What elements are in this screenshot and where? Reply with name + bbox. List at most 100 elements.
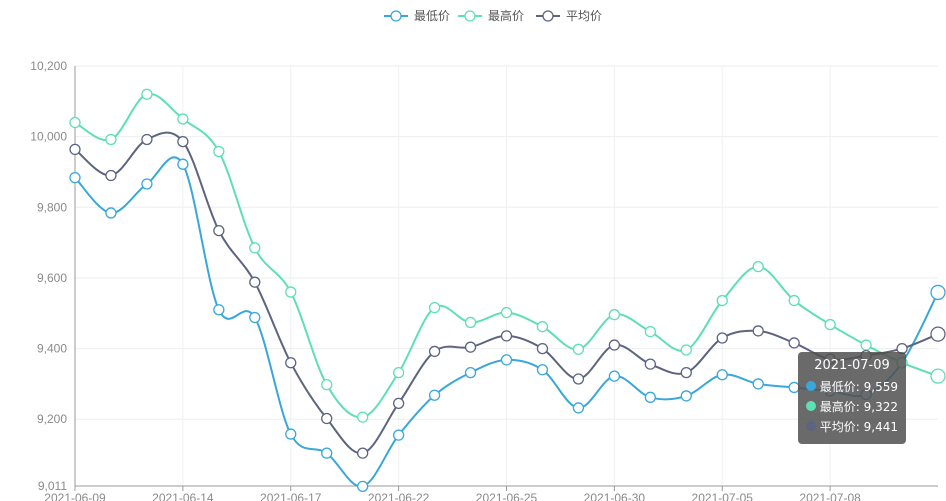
data-point[interactable] <box>930 284 946 301</box>
data-point[interactable] <box>608 339 621 351</box>
data-point[interactable] <box>500 330 513 342</box>
data-point[interactable] <box>105 133 117 146</box>
tooltip-label-low: 最低价: 9,559 <box>819 379 898 394</box>
tooltip: 2021-07-09 最低价: 9,559 最高价: 9,322 平均价: 9,… <box>798 352 906 444</box>
tooltip-row-low: 最低价: 9,559 <box>806 376 898 396</box>
data-point[interactable] <box>428 345 441 358</box>
y-axis: 9,011 9,200 9,400 9,600 9,800 10,000 10,200 <box>30 59 76 493</box>
data-point[interactable] <box>249 311 261 324</box>
data-point[interactable] <box>716 369 728 381</box>
y-tick-label: 10,000 <box>30 130 67 144</box>
data-point[interactable] <box>608 309 621 321</box>
data-point[interactable] <box>572 373 585 385</box>
data-point[interactable] <box>644 325 656 338</box>
data-point[interactable] <box>321 378 333 391</box>
x-axis: 2021-06-09 2021-06-14 2021-06-17 2021-06-22… <box>44 485 938 501</box>
data-point[interactable] <box>680 390 692 402</box>
data-point[interactable] <box>69 143 81 156</box>
data-point[interactable] <box>752 260 764 273</box>
x-tick-label: 2021-06-30 <box>584 491 646 501</box>
y-tick-label: 9,400 <box>37 342 67 356</box>
data-point[interactable] <box>285 428 297 440</box>
data-point[interactable] <box>392 429 405 441</box>
data-point[interactable] <box>788 294 800 307</box>
data-point[interactable] <box>608 370 621 382</box>
data-point[interactable] <box>213 145 225 158</box>
tooltip-row-high: 最高价: 9,322 <box>806 396 898 416</box>
x-tick-label: 2021-06-17 <box>260 491 322 501</box>
x-tick-label: 2021-06-09 <box>44 491 106 501</box>
legend: 最低价 最高价 平均价 <box>384 8 602 23</box>
data-point[interactable] <box>357 480 369 493</box>
data-point[interactable] <box>930 326 946 342</box>
tooltip-row-avg: 平均价: 9,441 <box>806 416 898 436</box>
data-point[interactable] <box>357 411 369 423</box>
data-point[interactable] <box>141 178 153 190</box>
data-point[interactable] <box>249 276 261 288</box>
data-point[interactable] <box>357 447 369 459</box>
data-point[interactable] <box>500 354 513 366</box>
data-point[interactable] <box>177 158 189 170</box>
y-tick-label: 9,600 <box>37 271 67 285</box>
y-tick-label: 10,200 <box>30 59 67 73</box>
data-point[interactable] <box>321 447 333 459</box>
data-point[interactable] <box>464 366 477 379</box>
data-point[interactable] <box>644 391 656 403</box>
data-point[interactable] <box>572 343 585 355</box>
data-point[interactable] <box>392 397 405 409</box>
data-point[interactable] <box>428 389 441 401</box>
data-point[interactable] <box>536 342 549 355</box>
x-tick-label: 2021-07-08 <box>799 491 861 501</box>
data-point[interactable] <box>69 116 81 129</box>
data-point[interactable] <box>644 358 656 370</box>
legend-label[interactable]: 平均价 <box>566 9 602 23</box>
data-point[interactable] <box>177 113 189 125</box>
data-point[interactable] <box>716 294 728 307</box>
data-point[interactable] <box>285 286 297 298</box>
data-point[interactable] <box>177 135 189 148</box>
data-point[interactable] <box>572 402 585 414</box>
data-point[interactable] <box>752 325 764 337</box>
data-point[interactable] <box>536 321 549 333</box>
data-point[interactable] <box>213 304 225 316</box>
tooltip-dot-high <box>806 401 816 411</box>
data-point[interactable] <box>536 364 549 376</box>
data-point[interactable] <box>464 341 477 353</box>
data-point[interactable] <box>680 344 692 356</box>
data-point[interactable] <box>213 224 225 237</box>
tooltip-title: 2021-07-09 <box>814 358 890 373</box>
data-point[interactable] <box>321 412 333 425</box>
grid-lines <box>74 65 938 487</box>
legend-marker <box>390 10 402 22</box>
data-point[interactable] <box>428 301 441 314</box>
tooltip-label-high: 最高价: 9,322 <box>819 399 898 414</box>
x-tick-label: 2021-06-22 <box>368 491 430 501</box>
data-point[interactable] <box>752 378 764 390</box>
data-point[interactable] <box>285 357 297 369</box>
y-tick-label: 9,800 <box>37 200 67 214</box>
x-tick-label: 2021-06-14 <box>152 491 214 501</box>
tooltip-dot-low <box>806 381 816 391</box>
data-point[interactable] <box>105 207 117 219</box>
series-group <box>69 88 946 493</box>
legend-marker <box>464 10 476 22</box>
data-point[interactable] <box>716 332 728 344</box>
data-point[interactable] <box>930 368 946 384</box>
data-point[interactable] <box>105 169 117 182</box>
data-point[interactable] <box>141 133 153 146</box>
data-point[interactable] <box>824 318 836 331</box>
data-point[interactable] <box>788 337 800 349</box>
legend-label[interactable]: 最高价 <box>488 8 524 23</box>
data-point[interactable] <box>141 88 153 100</box>
data-point[interactable] <box>500 306 513 319</box>
y-tick-label: 9,200 <box>37 412 67 426</box>
data-point[interactable] <box>69 171 81 184</box>
legend-label[interactable]: 最低价 <box>414 9 450 23</box>
data-point[interactable] <box>680 366 692 379</box>
data-point[interactable] <box>464 316 477 329</box>
x-tick-label: 2021-06-25 <box>476 491 538 501</box>
data-point[interactable] <box>860 339 872 351</box>
data-point[interactable] <box>392 366 405 379</box>
data-point[interactable] <box>249 242 261 254</box>
